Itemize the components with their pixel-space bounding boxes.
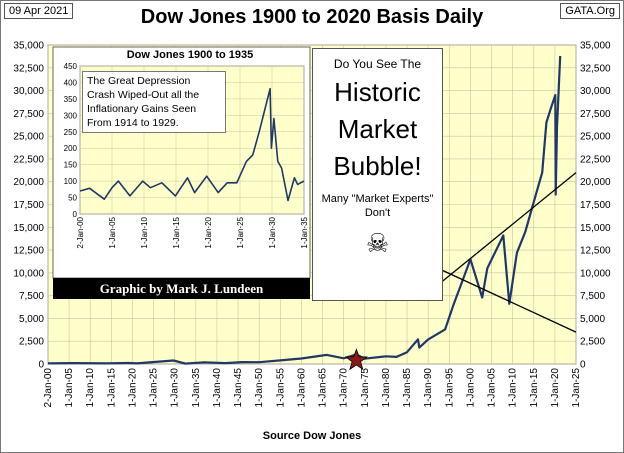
inset-series-line [79, 87, 305, 202]
y-tick-label-left: 25,000 [13, 132, 44, 143]
site-label: GATA.Org [560, 3, 620, 19]
y-tick-label-left: 15,000 [13, 223, 44, 234]
x-tick-label: 2-Jan-00 [43, 368, 54, 408]
y-tick-label-right: 30,000 [580, 86, 611, 97]
credit-banner: Graphic by Mark J. Lundeen [53, 278, 310, 299]
x-tick-label: 1-Jan-20 [550, 368, 561, 408]
y-tick-label-right: 20,000 [580, 177, 611, 188]
x-tick-label: 1-Jan-20 [127, 368, 138, 408]
callout-box: Do You See The Historic Market Bubble! M… [312, 48, 443, 301]
inset-y-tick-label: 100 [64, 177, 78, 186]
inset-x-tick-label: 1-Jan-25 [236, 216, 245, 248]
y-tick-label-left: 12,500 [13, 246, 44, 257]
skull-crossbones-icon: ☠ [365, 228, 390, 258]
trendline [427, 263, 577, 333]
star-marker [344, 348, 368, 371]
y-tick-label-right: 27,500 [580, 109, 611, 120]
inset-x-tick-label: 1-Jan-35 [300, 216, 309, 248]
y-tick-label-right: 35,000 [580, 41, 611, 52]
y-tick-label-right: 10,000 [580, 268, 611, 279]
x-tick-label: 1-Jan-95 [444, 368, 455, 408]
y-tick-label-left: 2,500 [19, 337, 44, 348]
y-tick-label-left: 32,500 [13, 63, 44, 74]
x-tick-label: 1-Jan-30 [170, 368, 181, 408]
callout-headline-1: Historic [334, 77, 421, 107]
dow-series-line [47, 55, 562, 365]
y-tick-label-right: 32,500 [580, 63, 611, 74]
inset-x-tick-label: 1-Jan-30 [268, 216, 277, 248]
y-tick-label-right: 0 [580, 360, 586, 371]
x-tick-label: 1-Jan-45 [233, 368, 244, 408]
x-tick-label: 1-Jan-35 [191, 368, 202, 408]
callout-headline-2: Market [337, 114, 418, 144]
date-label: 09 Apr 2021 [4, 3, 74, 19]
inset-x-tick-label: 1-Jan-15 [172, 216, 181, 248]
x-tick-label: 1-Jan-05 [64, 368, 75, 408]
x-tick-label: 1-Jan-55 [275, 368, 286, 408]
x-tick-label: 1-Jan-25 [571, 368, 582, 408]
inset-y-tick-label: 450 [64, 62, 78, 71]
inset-y-tick-label: 150 [64, 161, 78, 170]
inset-x-tick-label: 1-Jan-10 [140, 216, 149, 248]
y-tick-label-left: 20,000 [13, 177, 44, 188]
x-tick-label: 1-Jan-80 [381, 368, 392, 408]
source-label: Source Dow Jones [262, 430, 362, 442]
x-tick-label: 1-Jan-50 [254, 368, 265, 408]
chart-title: Dow Jones 1900 to 2020 Basis Daily [140, 6, 484, 28]
x-tick-label: 1-Jan-00 [465, 368, 476, 408]
x-tick-label: 1-Jan-15 [106, 368, 117, 408]
y-tick-label-right: 12,500 [580, 246, 611, 257]
inset-y-tick-label: 0 [73, 210, 78, 219]
inset-y-tick-label: 200 [64, 144, 78, 153]
inset-y-tick-label: 300 [64, 111, 78, 120]
x-tick-label: 1-Jan-65 [318, 368, 329, 408]
trendline [427, 172, 577, 294]
y-tick-label-left: 0 [38, 360, 44, 371]
x-tick-label: 1-Jan-10 [508, 368, 519, 408]
y-tick-label-left: 7,500 [19, 291, 44, 302]
x-tick-label: 1-Jan-05 [487, 368, 498, 408]
x-tick-label: 1-Jan-90 [423, 368, 434, 408]
callout-question: Do You See The [333, 57, 422, 71]
y-tick-label-left: 5,000 [19, 314, 44, 325]
inset-chart-title: Dow Jones 1900 to 1935 [126, 49, 254, 61]
y-tick-label-left: 35,000 [13, 41, 44, 52]
inset-y-tick-label: 350 [64, 95, 78, 104]
inset-y-tick-label: 50 [68, 194, 77, 203]
y-tick-label-right: 22,500 [580, 154, 611, 165]
y-tick-label-left: 30,000 [13, 86, 44, 97]
y-tick-label-right: 2,500 [580, 337, 605, 348]
x-tick-label: 1-Jan-85 [402, 368, 413, 408]
y-tick-label-left: 10,000 [13, 268, 44, 279]
y-tick-label-right: 17,500 [580, 200, 611, 211]
y-tick-label-right: 7,500 [580, 291, 605, 302]
y-tick-label-left: 27,500 [13, 109, 44, 120]
x-tick-label: 1-Jan-60 [296, 368, 307, 408]
y-tick-label-left: 17,500 [13, 200, 44, 211]
inset-y-tick-label: 400 [64, 78, 78, 87]
x-tick-label: 1-Jan-70 [339, 368, 350, 408]
callout-subtext: Many "Market Experts" Don't [321, 193, 434, 219]
inset-y-tick-label: 250 [64, 128, 78, 137]
x-tick-label: 1-Jan-75 [360, 368, 371, 408]
inset-x-tick-label: 1-Jan-20 [204, 216, 213, 248]
x-tick-label: 1-Jan-25 [149, 368, 160, 408]
inset-note: The Great Depression Crash Wiped-Out all… [82, 71, 226, 133]
y-tick-label-left: 22,500 [13, 154, 44, 165]
x-tick-label: 1-Jan-15 [529, 368, 540, 408]
y-tick-label-right: 5,000 [580, 314, 605, 325]
inset-x-tick-label: 2-Jan-00 [76, 216, 85, 248]
x-tick-label: 1-Jan-40 [212, 368, 223, 408]
callout-headline-3: Bubble! [333, 151, 422, 181]
x-tick-label: 1-Jan-10 [85, 368, 96, 408]
y-tick-label-right: 15,000 [580, 223, 611, 234]
y-tick-label-right: 25,000 [580, 132, 611, 143]
inset-x-tick-label: 1-Jan-05 [108, 216, 117, 248]
